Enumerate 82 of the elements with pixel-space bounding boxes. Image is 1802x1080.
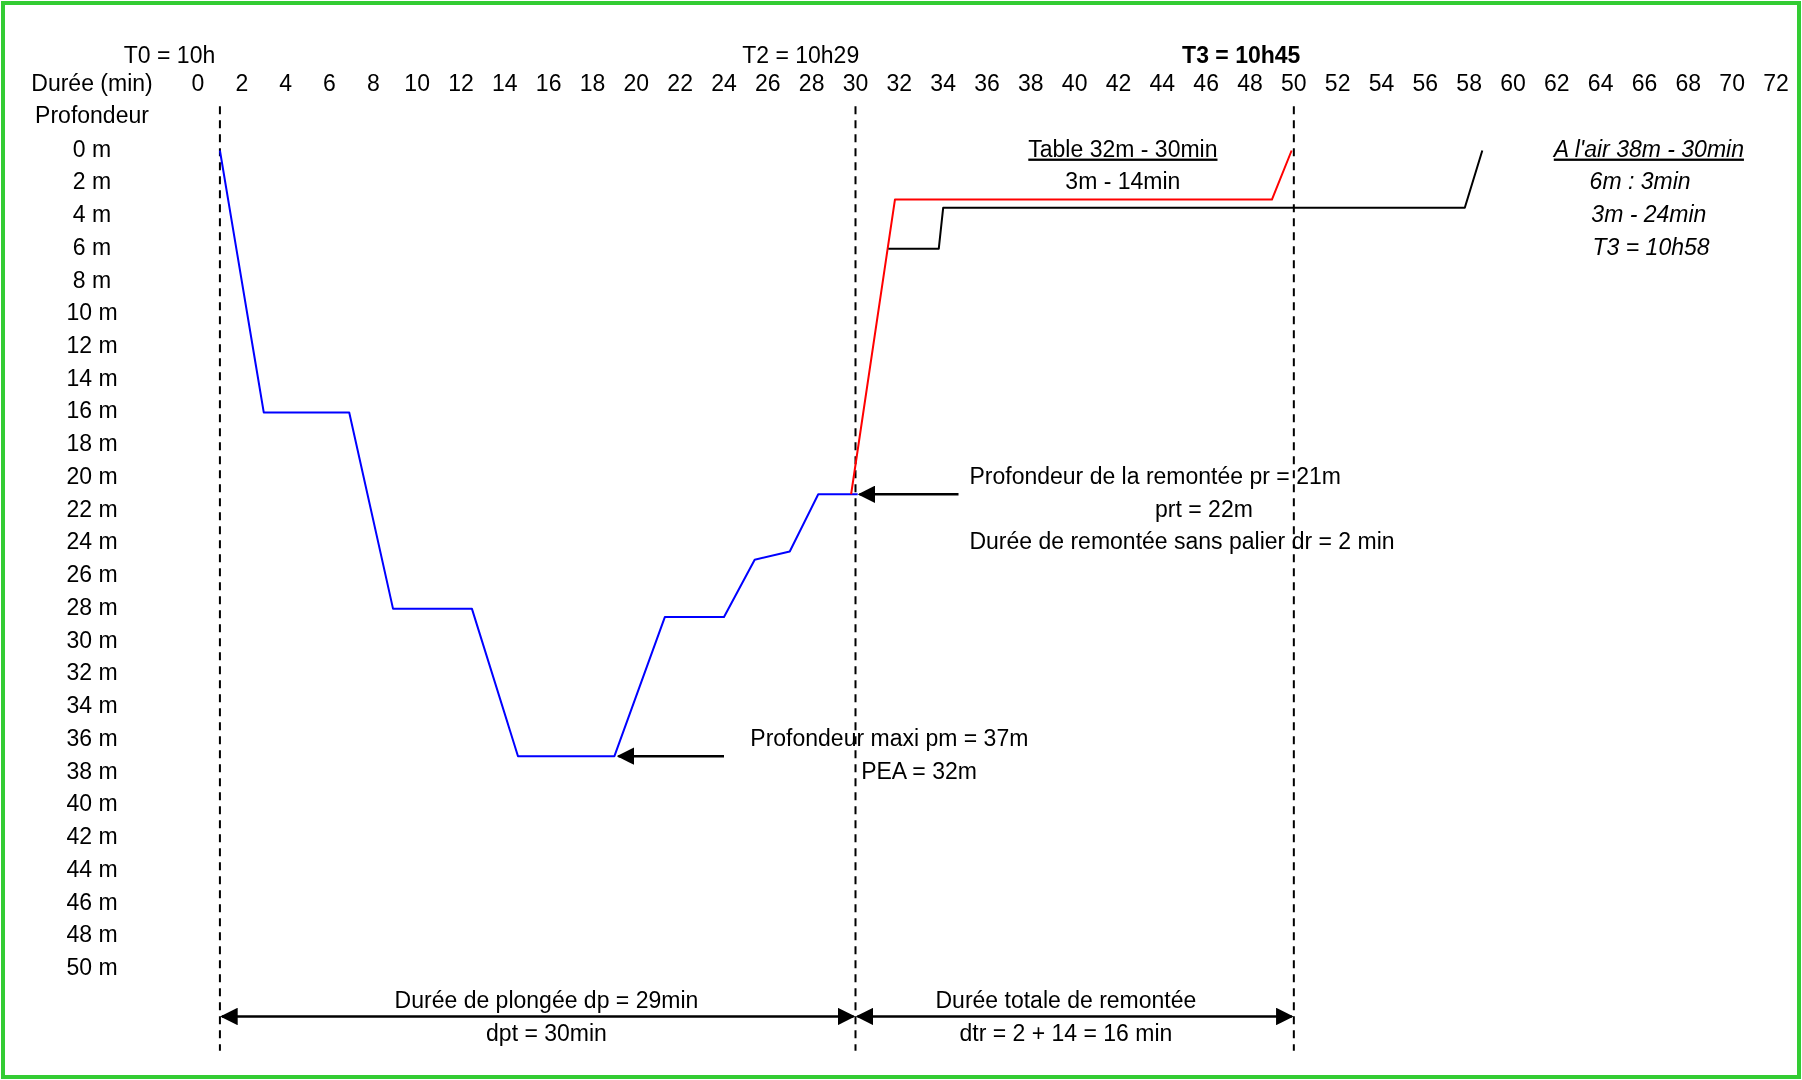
y-tick-label: 24 m: [66, 528, 118, 555]
y-tick-label: 22 m: [66, 495, 118, 522]
x-tick-label: 4: [279, 70, 293, 97]
x-tick-label: 30: [842, 70, 869, 97]
y-tick-label: 42 m: [66, 823, 118, 850]
x-tick-label: 58: [1456, 70, 1482, 97]
x-tick-label: 14: [492, 70, 518, 97]
x-tick-label: 42: [1105, 70, 1132, 97]
y-tick-label: 4 m: [72, 201, 112, 228]
x-tick-label: 40: [1061, 70, 1088, 97]
x-tick-label: 6: [323, 70, 336, 97]
y-axis-title: Profondeur: [35, 102, 150, 129]
x-tick-label: 52: [1324, 70, 1351, 97]
x-tick-label: 24: [711, 70, 737, 97]
annotation: Profondeur de la remontée pr = 21m: [969, 462, 1341, 489]
y-tick-label: 8 m: [72, 266, 112, 293]
text: dpt = 30min: [486, 1019, 607, 1046]
annotation: 6m : 3min: [1589, 168, 1691, 195]
text: T2 = 10h29: [742, 42, 860, 69]
y-tick-label: 50 m: [66, 954, 118, 981]
x-tick-label: 12: [448, 70, 474, 97]
x-tick-label: 50: [1281, 70, 1307, 97]
x-tick-label: 2: [235, 70, 249, 97]
x-tick-label: 56: [1412, 70, 1439, 97]
x-tick-label: 44: [1149, 70, 1176, 97]
y-tick-label: 44 m: [66, 855, 118, 882]
y-tick-label: 34 m: [66, 692, 118, 719]
x-tick-label: 38: [1018, 70, 1044, 97]
y-tick-label: 10 m: [66, 299, 118, 326]
x-tick-label: 20: [623, 70, 650, 97]
y-tick-label: 2 m: [72, 168, 112, 195]
y-tick-label: 30 m: [66, 626, 118, 653]
annotation: prt = 22m: [1155, 495, 1253, 522]
x-tick-label: 54: [1368, 70, 1395, 97]
x-tick-label: 48: [1237, 70, 1263, 97]
x-tick-label: 46: [1193, 70, 1219, 97]
x-tick-label: 16: [535, 70, 562, 97]
x-tick-label: 18: [579, 70, 606, 97]
x-tick-label: 0: [191, 70, 205, 97]
y-tick-label: 38 m: [66, 757, 118, 784]
x-tick-label: 28: [798, 70, 825, 97]
x-tick-label: 8: [366, 70, 380, 97]
annotation: T3 = 10h58: [1592, 233, 1710, 260]
annotation: PEA = 32m: [861, 757, 977, 784]
annotation: Table 32m - 30min: [1028, 135, 1218, 162]
y-tick-label: 18 m: [66, 430, 118, 457]
y-tick-label: 20 m: [66, 462, 118, 489]
y-tick-label: 26 m: [66, 561, 118, 588]
annotation: Profondeur maxi pm = 37m: [750, 724, 1029, 751]
y-tick-label: 0 m: [72, 135, 112, 162]
x-tick-label: 10: [404, 70, 430, 97]
x-tick-label: 68: [1675, 70, 1702, 97]
annotation: 3m - 14min: [1065, 168, 1181, 195]
text: dtr = 2 + 14 = 16 min: [959, 1019, 1173, 1046]
y-tick-label: 28 m: [66, 593, 118, 620]
x-tick-label: 36: [974, 70, 1000, 97]
x-tick-label: 62: [1544, 70, 1570, 97]
y-tick-label: 14 m: [66, 364, 118, 391]
text: T0 = 10h: [123, 42, 216, 69]
annotation: 3m - 24min: [1591, 201, 1707, 228]
text: Durée de plongée dp = 29min: [394, 986, 699, 1013]
x-axis-title: Durée (min): [31, 70, 153, 97]
text: T3 = 10h45: [1182, 42, 1301, 69]
y-tick-label: 36 m: [66, 724, 118, 751]
x-tick-label: 72: [1763, 70, 1789, 97]
y-tick-label: 46 m: [66, 888, 118, 915]
annotation: A l'air 38m - 30min: [1551, 135, 1744, 162]
x-tick-label: 26: [755, 70, 781, 97]
text: Durée totale de remontée: [935, 986, 1197, 1013]
x-tick-label: 60: [1500, 70, 1526, 97]
y-tick-label: 32 m: [66, 659, 118, 686]
x-tick-label: 32: [886, 70, 913, 97]
y-tick-label: 40 m: [66, 790, 118, 817]
x-tick-label: 70: [1719, 70, 1745, 97]
y-tick-label: 16 m: [66, 397, 118, 424]
x-tick-label: 34: [930, 70, 957, 97]
x-tick-label: 66: [1631, 70, 1658, 97]
y-tick-label: 48 m: [66, 921, 118, 948]
x-tick-label: 64: [1587, 70, 1614, 97]
x-tick-label: 22: [667, 70, 693, 97]
y-tick-label: 6 m: [72, 233, 112, 260]
y-tick-label: 12 m: [66, 332, 118, 359]
